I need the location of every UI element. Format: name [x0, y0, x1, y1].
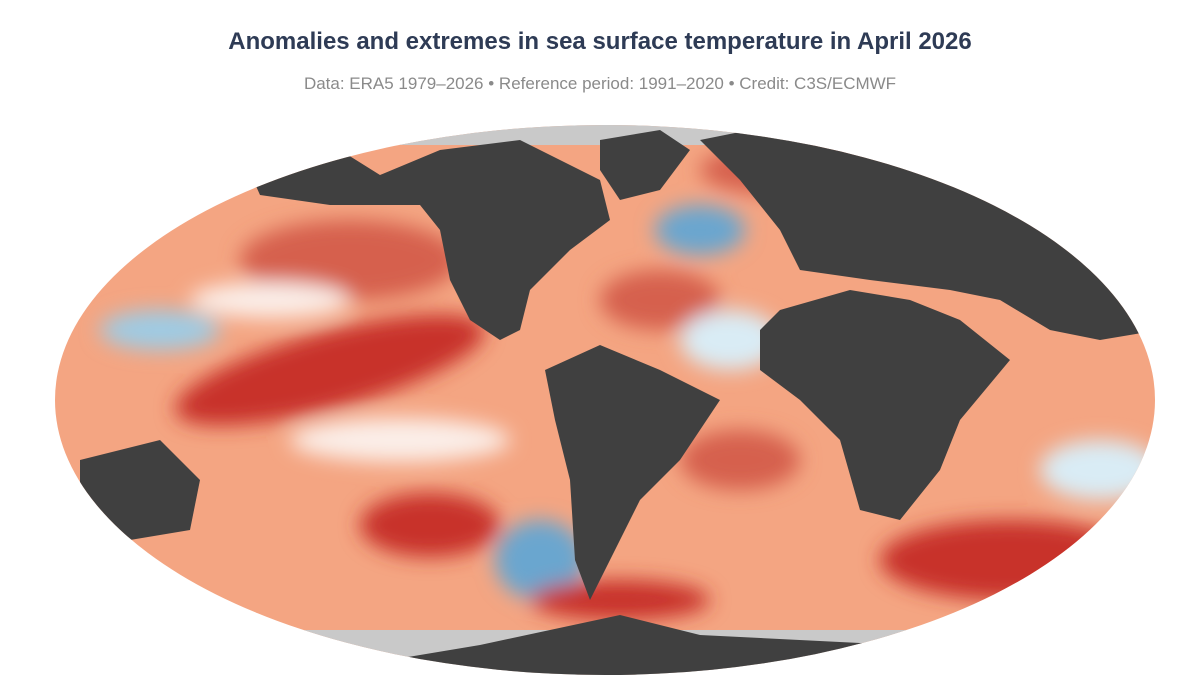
map-subtitle: Data: ERA5 1979–2026 • Reference period:…: [303, 74, 897, 93]
map-body: [55, 125, 1155, 675]
map-title: Anomalies and extremes in sea surface te…: [228, 28, 972, 55]
land: [80, 125, 1155, 600]
